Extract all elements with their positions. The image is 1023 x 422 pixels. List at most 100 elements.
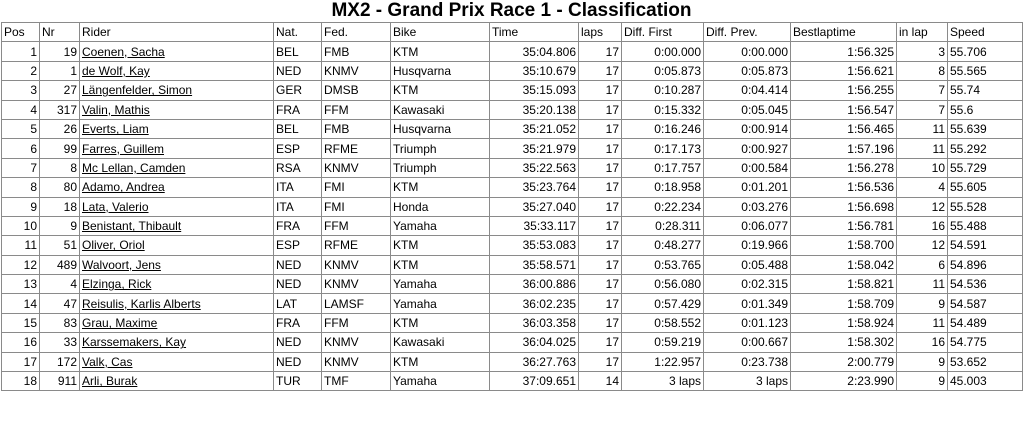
cell-diff-first: 0:58.552 [621,312,704,334]
cell-fed: DMSB [321,80,391,101]
cell-speed: 55.528 [947,196,1023,217]
cell-in-lap: 12 [896,196,948,217]
cell-in-lap: 9 [896,293,948,314]
rider-link[interactable]: Grau, Maxime [82,316,158,331]
rider-link[interactable]: Farres, Guillem [82,141,165,156]
cell-bike: KTM [390,235,490,256]
cell-fed: FFM [321,99,391,120]
classification-table: Pos Nr Rider Nat. Fed. Bike Time laps Diff. Firs… [1,21,1023,392]
cell-fed: FMB [321,41,391,62]
table-row: 18 911 Arli, Burak TUR TMF Yamaha 37:09.651 14 3… [1,371,1023,392]
cell-laps: 17 [578,274,622,295]
cell-rider: Längenfelder, Simon [79,80,274,101]
cell-nr: 33 [39,332,80,353]
cell-diff-first: 0:59.219 [621,332,704,353]
cell-nat: NED [273,332,322,353]
rider-link[interactable]: Lata, Valerio [82,199,149,214]
cell-nr: 47 [39,293,80,314]
cell-fed: TMF [321,371,391,392]
cell-time: 36:04.025 [489,332,579,353]
cell-rider: Mc Lellan, Camden [79,157,274,179]
cell-time: 35:15.093 [489,80,579,101]
cell-laps: 17 [578,312,622,334]
cell-pos: 16 [1,332,40,353]
cell-nat: TUR [273,371,322,392]
cell-nr: 27 [39,80,80,101]
cell-time: 36:03.358 [489,312,579,334]
cell-bestlaptime: 1:58.700 [790,235,897,256]
cell-diff-prev: 0:01.123 [703,312,791,334]
cell-laps: 17 [578,351,622,373]
cell-nat: ESP [273,235,322,256]
cell-diff-first: 0:18.958 [621,177,704,198]
cell-laps: 17 [578,60,622,82]
cell-time: 35:21.979 [489,138,579,159]
column-header-pos: Pos [1,21,40,43]
cell-rider: Valin, Mathis [79,99,274,120]
cell-bestlaptime: 1:56.278 [790,157,897,179]
cell-bike: KTM [390,80,490,101]
cell-nat: ESP [273,138,322,159]
cell-time: 37:09.651 [489,371,579,392]
cell-speed: 55.74 [947,80,1023,101]
cell-bike: Husqvarna [390,118,490,140]
cell-in-lap: 16 [896,332,948,353]
cell-laps: 17 [578,118,622,140]
table-row: 8 80 Adamo, Andrea ITA FMI KTM 35:23.764 17 0:18… [1,177,1023,198]
table-row: 7 8 Mc Lellan, Camden RSA KNMV Triumph 35:22.5… [1,157,1023,179]
rider-link[interactable]: Coenen, Sacha [82,44,165,59]
cell-rider: Walvoort, Jens [79,254,274,276]
cell-laps: 17 [578,138,622,159]
cell-nat: NED [273,254,322,276]
cell-nr: 26 [39,118,80,140]
cell-bestlaptime: 1:58.042 [790,254,897,276]
rider-link[interactable]: Walvoort, Jens [82,257,161,272]
rider-link[interactable]: Längenfelder, Simon [82,83,193,98]
cell-speed: 55.706 [947,41,1023,62]
table-row: 6 99 Farres, Guillem ESP RFME Triumph 35:21.97… [1,138,1023,159]
table-header-row: Pos Nr Rider Nat. Fed. Bike Time laps Diff. Firs… [1,21,1023,43]
rider-link[interactable]: Oliver, Oriol [82,238,145,253]
cell-bestlaptime: 1:56.781 [790,215,897,237]
cell-diff-first: 0:53.765 [621,254,704,276]
rider-link[interactable]: de Wolf, Kay [82,63,150,78]
cell-bike: Yamaha [390,274,490,295]
cell-fed: FMI [321,177,391,198]
cell-speed: 55.639 [947,118,1023,140]
cell-diff-first: 0:15.332 [621,99,704,120]
cell-speed: 55.488 [947,215,1023,237]
rider-link[interactable]: Elzinga, Rick [82,277,152,292]
cell-in-lap: 7 [896,80,948,101]
column-header-time: Time [489,21,579,43]
rider-link[interactable]: Reisulis, Karlis Alberts [82,296,201,311]
cell-diff-prev: 0:02.315 [703,274,791,295]
rider-link[interactable]: Everts, Liam [82,122,149,137]
rider-link[interactable]: Valk, Cas [82,354,133,369]
rider-link[interactable]: Arli, Burak [82,374,138,389]
cell-fed: KNMV [321,157,391,179]
cell-laps: 17 [578,41,622,62]
cell-bike: KTM [390,351,490,373]
rider-link[interactable]: Adamo, Andrea [82,180,165,195]
cell-in-lap: 11 [896,118,948,140]
cell-diff-prev: 3 laps [703,371,791,392]
cell-diff-prev: 0:03.276 [703,196,791,217]
cell-in-lap: 4 [896,177,948,198]
rider-link[interactable]: Valin, Mathis [82,102,150,117]
cell-nr: 172 [39,351,80,373]
cell-pos: 5 [1,118,40,140]
cell-fed: LAMSF [321,293,391,314]
cell-bestlaptime: 1:56.465 [790,118,897,140]
cell-time: 35:10.679 [489,60,579,82]
cell-bike: KTM [390,254,490,276]
cell-laps: 17 [578,254,622,276]
table-row: 14 47 Reisulis, Karlis Alberts LAT LAMSF Yama… [1,293,1023,314]
cell-time: 35:21.052 [489,118,579,140]
rider-link[interactable]: Mc Lellan, Camden [82,160,186,175]
cell-diff-first: 0:22.234 [621,196,704,217]
cell-speed: 54.536 [947,274,1023,295]
cell-time: 36:00.886 [489,274,579,295]
rider-link[interactable]: Karssemakers, Kay [82,335,187,350]
cell-rider: Arli, Burak [79,371,274,392]
rider-link[interactable]: Benistant, Thibault [82,219,182,234]
